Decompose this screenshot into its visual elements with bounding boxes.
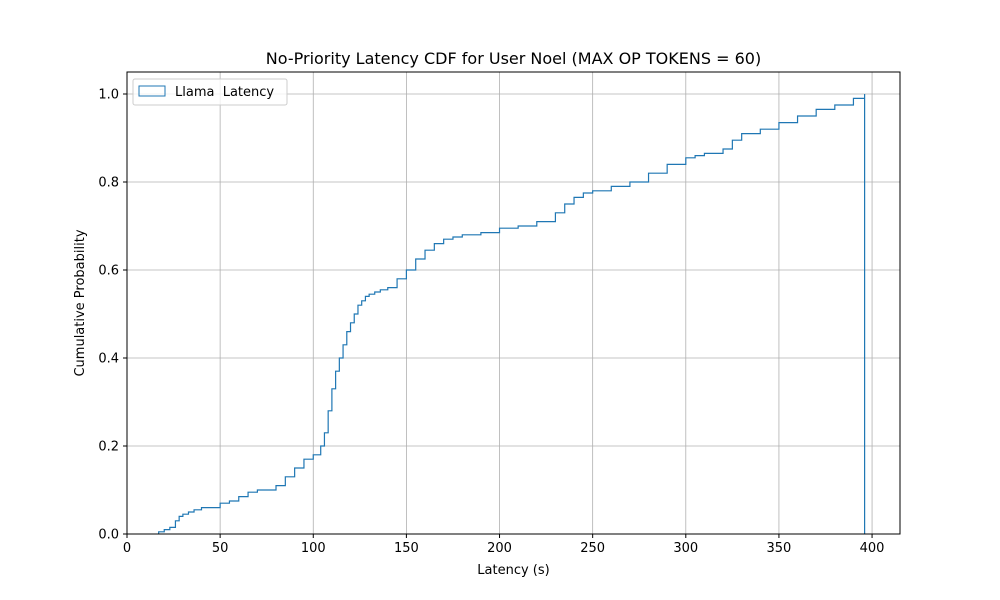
legend-swatch	[138, 85, 166, 97]
x-tick-label: 300	[673, 541, 698, 556]
cdf-step-line	[158, 94, 866, 534]
y-tick-label: 0.6	[98, 264, 119, 279]
y-tick-label: 0.0	[98, 528, 119, 543]
legend: Llama Latency	[132, 78, 288, 106]
x-tick-label: 200	[487, 541, 512, 556]
y-axis-label: Cumulative Probability	[73, 229, 88, 376]
x-tick-label: 400	[860, 541, 885, 556]
y-tick-label: 0.4	[98, 352, 119, 367]
legend-box	[132, 78, 288, 106]
y-tick-label: 1.0	[98, 88, 119, 103]
x-tick-label: 100	[301, 541, 326, 556]
legend-label: Llama Latency	[175, 85, 274, 100]
plot-frame	[126, 71, 901, 535]
x-tick-label: 350	[767, 541, 792, 556]
tick-layer: 0 50 100 150 200 250 300 350 400 0.0 0.2 0.4 0.6 0.8 1…	[98, 88, 884, 557]
series-layer	[158, 94, 866, 534]
x-axis-label: Latency (s)	[477, 563, 549, 578]
y-tick-label: 0.2	[98, 440, 119, 455]
y-tick-label: 0.8	[98, 176, 119, 191]
x-tick-label: 0	[123, 541, 131, 556]
x-tick-label: 250	[580, 541, 605, 556]
x-tick-label: 50	[212, 541, 229, 556]
x-tick-label: 150	[394, 541, 419, 556]
chart-title: No-Priority Latency CDF for User Noel (M…	[266, 49, 761, 68]
